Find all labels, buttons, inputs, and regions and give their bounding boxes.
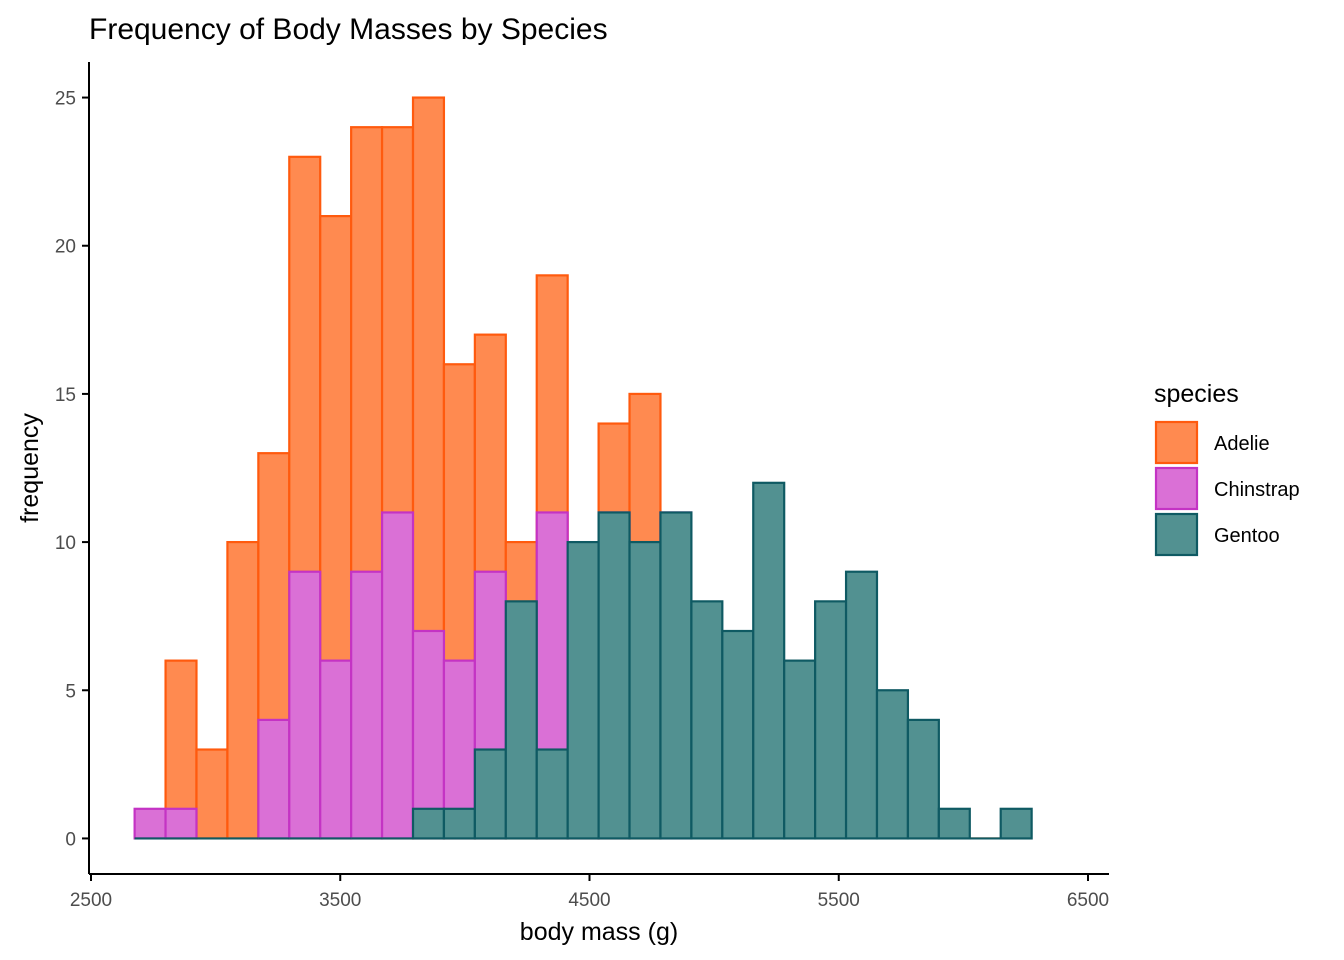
bar-gentoo-12 (504, 600, 538, 840)
bar-gentoo-10 (442, 807, 476, 840)
bar-gentoo-28 (999, 807, 1033, 840)
bar-adelie-2 (195, 748, 229, 840)
bar-chinstrap-6 (319, 659, 353, 840)
bar-gentoo-19 (721, 629, 755, 840)
x-tick-label-6500: 6500 (1067, 890, 1109, 911)
bar-gentoo-23 (844, 570, 879, 840)
bar-gentoo-17 (659, 511, 693, 840)
bar-chinstrap-4 (257, 718, 291, 840)
x-tick-label-4500: 4500 (568, 890, 610, 911)
x-axis-title: body mass (g) (520, 918, 678, 946)
y-tick-label-5: 5 (65, 681, 76, 702)
bar-gentoo-11 (473, 748, 507, 840)
x-tick-label-2500: 2500 (70, 890, 112, 911)
series-gentoo (134, 481, 1033, 840)
bar-gentoo-15 (597, 511, 631, 840)
bar-adelie-3 (226, 540, 260, 840)
bar-chinstrap-7 (350, 570, 384, 840)
legend-label-adelie: Adelie (1214, 433, 1270, 455)
legend-key-gentoo (1154, 512, 1199, 557)
x-tick-label-5500: 5500 (818, 890, 860, 911)
legend-title: species (1154, 380, 1239, 408)
y-tick-label-20: 20 (55, 237, 76, 258)
y-tick-label-25: 25 (55, 89, 76, 110)
bar-gentoo-18 (690, 600, 724, 840)
y-axis-title: frequency (16, 413, 44, 523)
bar-gentoo-25 (906, 718, 940, 840)
bar-gentoo-14 (566, 540, 600, 840)
legend-items: Adelie Chinstrap Gentoo (1154, 420, 1300, 557)
legend-key-chinstrap (1154, 466, 1199, 511)
y-tick-label-0: 0 (65, 829, 76, 850)
bar-chinstrap-8 (380, 511, 415, 840)
y-tick-label-10: 10 (55, 533, 76, 554)
legend-label-gentoo: Gentoo (1214, 525, 1280, 547)
x-tick-label-3500: 3500 (319, 890, 361, 911)
bar-gentoo-20 (752, 481, 786, 840)
bar-gentoo-9 (411, 807, 446, 840)
bar-chinstrap-1 (164, 807, 198, 840)
legend-key-adelie (1154, 420, 1199, 465)
bars-layer (133, 96, 1033, 840)
legend: species Adelie Chinstrap Gentoo (1154, 380, 1300, 557)
bar-chinstrap-0 (133, 807, 167, 840)
bar-chinstrap-5 (288, 570, 322, 840)
bar-gentoo-24 (875, 689, 910, 840)
y-axis-ticks: 0 5 10 15 20 25 (55, 89, 89, 850)
y-tick-label-15: 15 (55, 385, 76, 406)
bar-gentoo-26 (937, 807, 971, 840)
bar-gentoo-16 (628, 540, 662, 840)
chart-title: Frequency of Body Masses by Species (89, 13, 608, 46)
bar-gentoo-13 (535, 748, 569, 840)
legend-label-chinstrap: Chinstrap (1214, 479, 1300, 501)
bar-gentoo-22 (814, 600, 848, 840)
bar-gentoo-21 (783, 659, 817, 840)
bar-chinstrap-9 (411, 629, 446, 840)
x-axis-ticks: 2500 3500 4500 5500 6500 (70, 874, 1109, 911)
